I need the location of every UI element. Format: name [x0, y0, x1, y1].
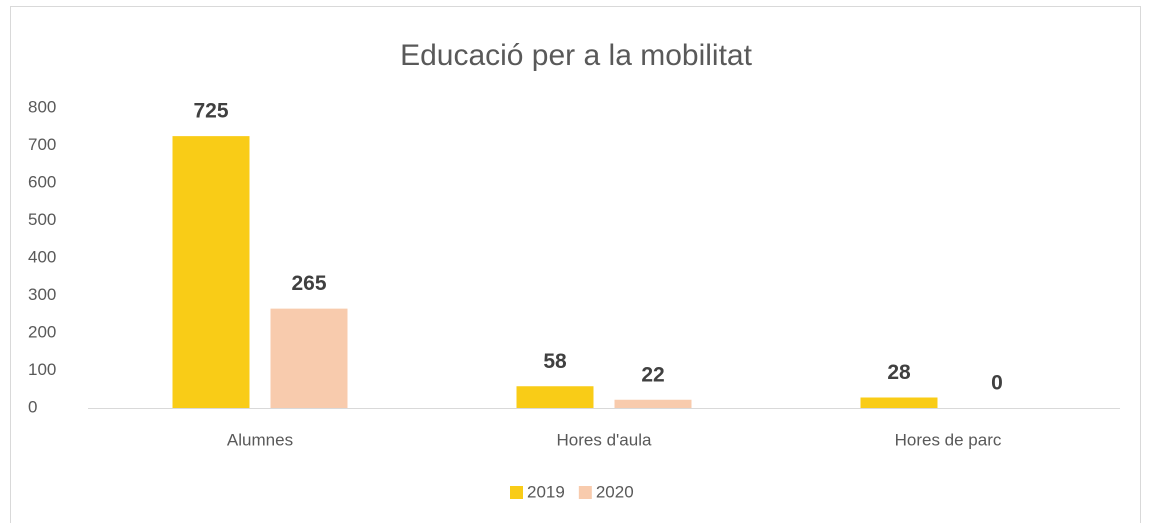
data-label: 28: [887, 361, 911, 384]
x-tick-label: Alumnes: [227, 430, 293, 449]
x-tick-label: Hores d'aula: [557, 430, 652, 449]
y-tick-label: 300: [28, 285, 56, 304]
legend-swatch: [510, 486, 523, 499]
y-tick-label: 0: [28, 397, 37, 416]
y-tick-label: 800: [28, 97, 56, 116]
data-label: 58: [543, 350, 567, 373]
y-tick-label: 200: [28, 322, 56, 341]
y-tick-label: 500: [28, 210, 56, 229]
y-tick-label: 700: [28, 135, 56, 154]
y-tick-label: 400: [28, 247, 56, 266]
y-tick-label: 600: [28, 172, 56, 191]
bar: [614, 399, 692, 408]
data-label: 725: [193, 100, 228, 123]
data-label: 22: [641, 363, 664, 386]
data-label: 0: [991, 372, 1003, 395]
chart-title: Educació per a la mobilitat: [400, 39, 753, 72]
bar: [172, 136, 250, 408]
bar: [860, 397, 938, 408]
x-tick-label: Hores de parc: [895, 430, 1002, 449]
bar: [270, 308, 348, 408]
bar: [516, 386, 594, 408]
legend-label: 2019: [527, 482, 565, 501]
legend-label: 2020: [596, 482, 634, 501]
data-label: 265: [291, 272, 326, 295]
y-tick-label: 100: [28, 360, 56, 379]
legend-swatch: [578, 486, 592, 499]
